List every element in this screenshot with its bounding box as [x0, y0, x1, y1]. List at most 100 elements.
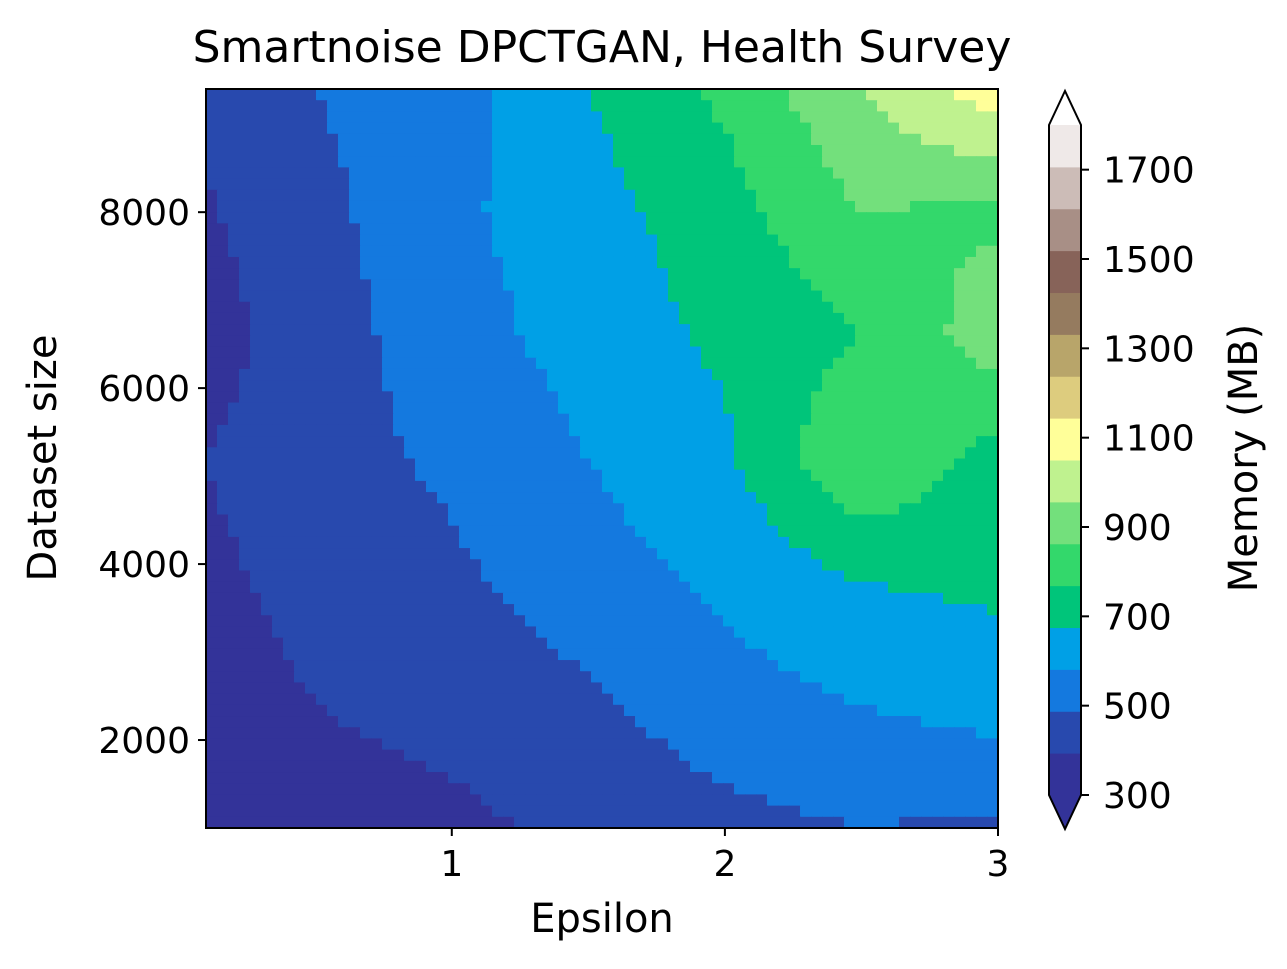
heatmap-cell: [756, 783, 768, 796]
heatmap-cell: [327, 324, 339, 336]
heatmap-cell: [338, 536, 350, 549]
heatmap-cell: [261, 671, 273, 684]
heatmap-cell: [294, 559, 306, 572]
heatmap-cell: [734, 492, 746, 504]
heatmap-cell: [932, 346, 944, 359]
heatmap-cell: [822, 816, 834, 828]
heatmap-cell: [910, 548, 922, 560]
heatmap-cell: [250, 660, 262, 672]
heatmap-cell: [646, 525, 658, 538]
heatmap-cell: [899, 559, 911, 572]
heatmap-cell: [547, 716, 559, 728]
heatmap-cell: [272, 156, 284, 168]
heatmap-cell: [789, 671, 801, 684]
heatmap-cell: [602, 380, 614, 392]
heatmap-cell: [877, 648, 889, 661]
heatmap-cell: [712, 480, 724, 493]
heatmap-cell: [514, 783, 526, 796]
heatmap-cell: [921, 100, 933, 112]
heatmap-cell: [349, 592, 361, 605]
heatmap-cell: [800, 391, 812, 404]
heatmap-cell: [327, 480, 339, 493]
heatmap-cell: [602, 469, 614, 482]
heatmap-cell: [833, 122, 845, 135]
heatmap-cell: [800, 122, 812, 135]
heatmap-cell: [690, 357, 702, 370]
heatmap-cell: [415, 581, 427, 594]
heatmap-cell: [239, 268, 251, 280]
heatmap-cell: [723, 727, 735, 740]
heatmap-cell: [778, 413, 790, 426]
heatmap-cell: [558, 559, 570, 572]
heatmap-cell: [272, 559, 284, 572]
heatmap-cell: [987, 368, 998, 381]
heatmap-cell: [943, 290, 955, 303]
heatmap-cell: [349, 212, 361, 224]
heatmap-cell: [800, 458, 812, 471]
heatmap-cell: [756, 492, 768, 504]
heatmap-cell: [448, 245, 460, 258]
heatmap-cell: [811, 760, 823, 773]
heatmap-cell: [723, 492, 735, 504]
heatmap-cell: [294, 223, 306, 236]
heatmap-cell: [778, 727, 790, 740]
heatmap-cell: [217, 133, 229, 146]
heatmap-cell: [910, 290, 922, 303]
heatmap-cell: [536, 794, 548, 807]
heatmap-cell: [360, 234, 372, 247]
heatmap-cell: [690, 301, 702, 314]
heatmap-cell: [404, 604, 416, 616]
heatmap-cell: [844, 716, 856, 728]
heatmap-cell: [910, 525, 922, 538]
heatmap-cell: [393, 716, 405, 728]
heatmap-cell: [316, 178, 328, 191]
heatmap-cell: [371, 436, 383, 448]
heatmap-cell: [921, 772, 933, 784]
heatmap-cell: [437, 380, 449, 392]
heatmap-cell: [536, 268, 548, 280]
heatmap-cell: [954, 167, 966, 180]
heatmap-cell: [679, 536, 691, 549]
heatmap-cell: [965, 100, 977, 112]
heatmap-cell: [734, 536, 746, 549]
heatmap-cell: [371, 637, 383, 650]
heatmap-cell: [272, 301, 284, 314]
heatmap-cell: [569, 402, 581, 415]
heatmap-cell: [657, 189, 669, 202]
heatmap-cell: [459, 380, 471, 392]
heatmap-cell: [910, 335, 922, 348]
heatmap-cell: [866, 424, 878, 437]
heatmap-cell: [316, 346, 328, 359]
heatmap-cell: [767, 424, 779, 437]
heatmap-cell: [316, 256, 328, 269]
heatmap-cell: [327, 536, 339, 549]
heatmap-cell: [767, 391, 779, 404]
heatmap-cell: [580, 704, 592, 717]
heatmap-cell: [503, 391, 515, 404]
heatmap-cell: [470, 279, 482, 292]
heatmap-cell: [338, 436, 350, 448]
heatmap-cell: [393, 279, 405, 292]
heatmap-cell: [690, 380, 702, 392]
heatmap-cell: [899, 234, 911, 247]
heatmap-cell: [206, 312, 218, 325]
heatmap-cell: [855, 100, 867, 112]
heatmap-cell: [371, 223, 383, 236]
heatmap-cell: [767, 559, 779, 572]
heatmap-cell: [734, 100, 746, 112]
heatmap-cell: [558, 89, 570, 101]
heatmap-cell: [833, 648, 845, 661]
heatmap-cell: [877, 290, 889, 303]
heatmap-cell: [844, 402, 856, 415]
heatmap-cell: [602, 559, 614, 572]
heatmap-cell: [855, 234, 867, 247]
heatmap-cell: [602, 738, 614, 751]
heatmap-cell: [888, 234, 900, 247]
heatmap-cell: [624, 604, 636, 616]
heatmap-cell: [261, 111, 273, 124]
heatmap-cell: [877, 223, 889, 236]
colorbar-tick-label: 1100: [1103, 419, 1195, 460]
heatmap-cell: [987, 615, 998, 628]
heatmap-cell: [437, 200, 449, 213]
heatmap-cell: [932, 245, 944, 258]
